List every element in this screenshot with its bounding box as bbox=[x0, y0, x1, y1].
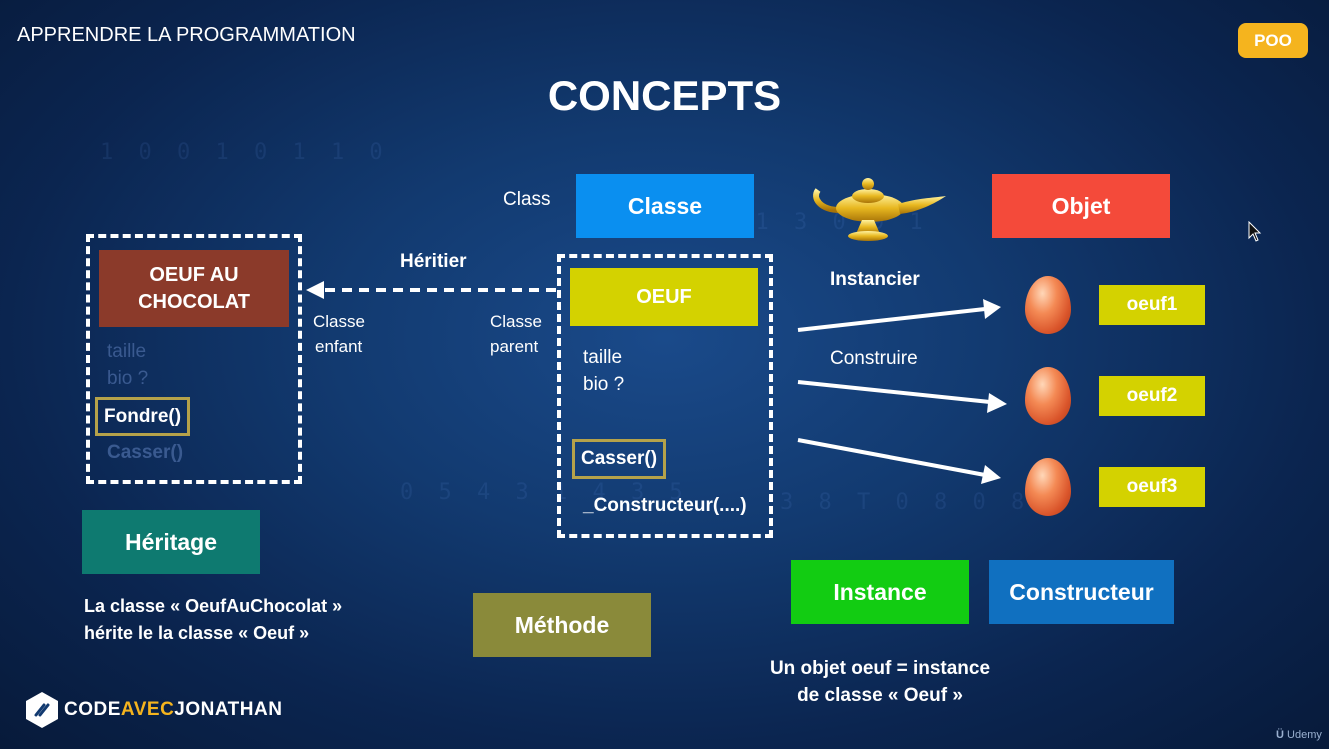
child-inherited-method: Casser() bbox=[107, 442, 184, 463]
course-title: APPRENDRE LA PROGRAMMATION bbox=[17, 24, 356, 46]
background-code: 1 0 0 1 0 1 1 0 bbox=[100, 140, 389, 165]
fondre-method: Fondre() bbox=[95, 397, 191, 436]
methode-box: Méthode bbox=[473, 593, 651, 657]
parent-role-line1: Classe bbox=[490, 312, 542, 331]
brand-name: CODEAVECJONATHAN bbox=[64, 699, 282, 721]
background-code: 0 5 4 3 1 4 3 5 bbox=[400, 480, 689, 505]
instance-label: oeuf1 bbox=[1099, 285, 1205, 325]
egg-icon bbox=[1025, 276, 1071, 334]
casser-method: Casser() bbox=[572, 439, 667, 479]
child-role-line2: enfant bbox=[315, 337, 363, 356]
egg-icon bbox=[1025, 367, 1071, 425]
child-class-name-line1: OEUF AU bbox=[149, 263, 239, 286]
egg-icon bbox=[1025, 458, 1071, 516]
inherit-label: Héritier bbox=[400, 251, 467, 272]
mouse-cursor-icon bbox=[1248, 221, 1262, 242]
parent-class-name: OEUF bbox=[570, 268, 758, 326]
child-class-name-line2: CHOCOLAT bbox=[138, 290, 250, 313]
instance-label: oeuf2 bbox=[1099, 376, 1205, 416]
instance-desc-line2: de classe « Oeuf » bbox=[797, 685, 963, 706]
brand-logo-icon bbox=[26, 692, 58, 728]
class-label: Class bbox=[503, 189, 551, 210]
constructeur-box: Constructeur bbox=[989, 560, 1174, 624]
heritage-box: Héritage bbox=[82, 510, 260, 574]
parent-role-line2: parent bbox=[490, 337, 539, 356]
constructor-method: _Constructeur(....) bbox=[583, 495, 747, 516]
instance-box: Instance bbox=[791, 560, 969, 624]
magic-lamp-icon bbox=[813, 178, 946, 241]
child-class-name: OEUF AU CHOCOLAT bbox=[99, 250, 289, 327]
inherit-arrow bbox=[306, 281, 556, 299]
instance-label: oeuf3 bbox=[1099, 467, 1205, 507]
brand-highlight: AVEC bbox=[120, 699, 175, 720]
child-role-line1: Classe bbox=[313, 312, 365, 331]
heritage-desc-line1: La classe « OeufAuChocolat » bbox=[84, 596, 343, 616]
classe-box: Classe bbox=[576, 174, 754, 238]
brand-suffix: JONATHAN bbox=[174, 699, 283, 720]
construct-label: Construire bbox=[830, 348, 918, 369]
page-title: CONCEPTS bbox=[547, 72, 782, 119]
child-class-container bbox=[86, 234, 302, 484]
poo-badge: POO bbox=[1238, 23, 1308, 58]
heritage-desc-line2: hérite le la classe « Oeuf » bbox=[84, 623, 310, 643]
background-code: 3 8 T 0 8 0 8 0 bbox=[780, 490, 1069, 515]
child-attribute: taille bbox=[107, 341, 147, 362]
udemy-label: Udemy bbox=[1287, 729, 1322, 741]
brand-prefix: CODE bbox=[64, 699, 121, 720]
parent-attribute: bio ? bbox=[583, 374, 625, 395]
udemy-logo-icon: Ü bbox=[1276, 729, 1284, 741]
parent-class-container bbox=[557, 254, 773, 538]
parent-attribute: taille bbox=[583, 347, 623, 368]
child-attribute: bio ? bbox=[107, 368, 149, 389]
instance-desc-line1: Un objet oeuf = instance bbox=[769, 658, 991, 679]
instance-arrows bbox=[797, 299, 1007, 484]
udemy-watermark: Ü Udemy bbox=[1276, 729, 1322, 741]
objet-box: Objet bbox=[992, 174, 1170, 238]
instanciate-label: Instancier bbox=[830, 269, 920, 290]
